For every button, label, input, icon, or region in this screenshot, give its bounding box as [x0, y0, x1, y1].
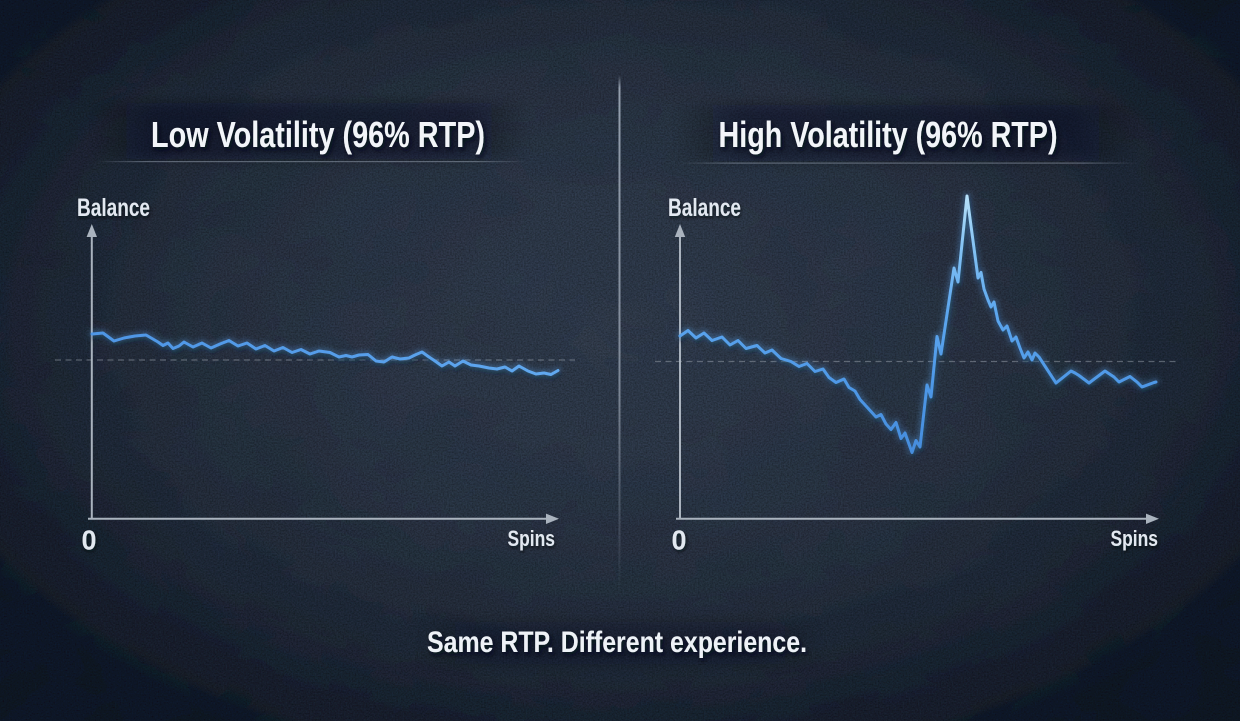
svg-text:Balance: Balance — [668, 194, 741, 222]
svg-text:0: 0 — [672, 525, 687, 556]
svg-text:Balance: Balance — [77, 194, 150, 222]
svg-text:Spins: Spins — [508, 526, 556, 551]
svg-text:High Volatility (96% RTP): High Volatility (96% RTP) — [719, 114, 1058, 155]
svg-text:Spins: Spins — [1111, 526, 1159, 551]
svg-text:0: 0 — [82, 525, 97, 556]
svg-text:Same RTP. Different experience: Same RTP. Different experience. — [427, 626, 807, 659]
svg-text:Low Volatility (96% RTP): Low Volatility (96% RTP) — [151, 114, 485, 155]
